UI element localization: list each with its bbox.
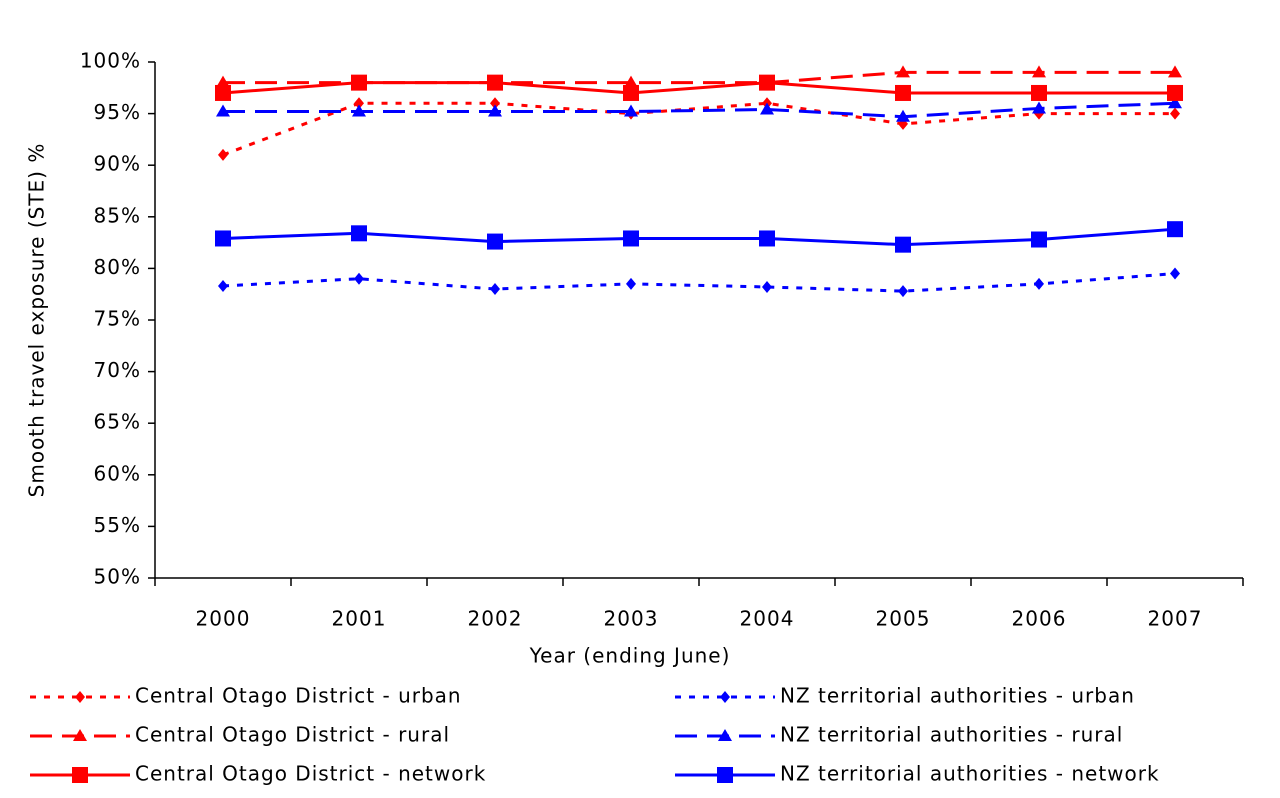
data-point: [1031, 231, 1047, 248]
data-point: [623, 230, 639, 247]
legend-label: NZ territorial authorities - rural: [780, 723, 1123, 747]
data-point: [215, 230, 231, 247]
y-tick-label: 55%: [94, 513, 141, 537]
x-tick-label: 2005: [876, 607, 931, 631]
data-point: [1034, 277, 1044, 290]
data-point: [759, 230, 775, 247]
y-tick-label: 95%: [94, 100, 141, 124]
data-point: [762, 280, 772, 293]
y-tick-label: 100%: [80, 49, 141, 73]
data-point: [490, 97, 500, 110]
data-point: [218, 279, 228, 292]
legend-label: Central Otago District - rural: [135, 723, 450, 747]
series-line: [222, 81, 1175, 95]
data-point: [760, 102, 774, 115]
data-point: [352, 104, 366, 117]
data-point: [895, 236, 911, 253]
series-line: [222, 272, 1176, 293]
data-point: [624, 75, 638, 88]
x-tick-label: 2002: [468, 607, 523, 631]
x-tick-label: 2003: [604, 607, 659, 631]
data-point: [1031, 84, 1047, 101]
data-point: [896, 109, 910, 122]
series-line: [222, 227, 1176, 247]
data-point: [1170, 267, 1180, 280]
data-point: [1032, 101, 1046, 114]
data-point: [487, 233, 503, 250]
data-point: [898, 285, 908, 298]
legend-marker: [75, 691, 85, 703]
data-point: [1167, 84, 1183, 101]
data-point: [487, 74, 503, 91]
x-tick-label: 2001: [332, 607, 387, 631]
y-tick-label: 85%: [94, 203, 141, 227]
data-point: [1170, 107, 1180, 120]
y-tick-label: 90%: [94, 152, 141, 176]
y-tick-label: 80%: [94, 255, 141, 279]
data-point: [488, 104, 502, 117]
data-point: [895, 84, 911, 101]
x-tick-label: 2006: [1012, 607, 1067, 631]
legend-label: Central Otago District - urban: [135, 684, 462, 708]
data-point: [759, 74, 775, 91]
legend-marker: [72, 767, 88, 783]
y-tick-label: 75%: [94, 307, 141, 331]
data-point: [1168, 65, 1182, 78]
data-point: [216, 75, 230, 88]
series-line: [223, 101, 1176, 119]
legend-marker: [718, 729, 732, 741]
legend-label: NZ territorial authorities - network: [780, 762, 1160, 786]
x-tick-label: 2004: [740, 607, 795, 631]
data-point: [351, 225, 367, 242]
data-point: [623, 84, 639, 101]
data-point: [624, 104, 638, 117]
data-point: [218, 148, 228, 161]
y-tick-label: 60%: [94, 461, 141, 485]
series-line: [222, 101, 1175, 157]
data-point: [1032, 65, 1046, 78]
data-point: [215, 84, 231, 101]
data-point: [1167, 221, 1183, 238]
data-point: [354, 272, 364, 285]
y-axis-title: Smooth travel exposure (STE) %: [25, 143, 49, 498]
data-point: [354, 97, 364, 110]
x-tick-label: 2007: [1148, 607, 1203, 631]
y-tick-label: 65%: [94, 410, 141, 434]
y-tick-label: 50%: [94, 565, 141, 589]
data-point: [1168, 96, 1182, 109]
x-tick-label: 2000: [196, 607, 251, 631]
data-point: [626, 277, 636, 290]
legend-label: Central Otago District - network: [135, 762, 486, 786]
data-point: [216, 104, 230, 117]
legend-marker: [720, 691, 730, 703]
legend-marker: [717, 767, 733, 783]
legend-label: NZ territorial authorities - urban: [780, 684, 1135, 708]
data-point: [351, 74, 367, 91]
legend-marker: [73, 729, 87, 741]
y-tick-label: 70%: [94, 358, 141, 382]
data-point: [490, 283, 500, 296]
x-axis-title: Year (ending June): [529, 644, 731, 668]
data-point: [896, 65, 910, 78]
